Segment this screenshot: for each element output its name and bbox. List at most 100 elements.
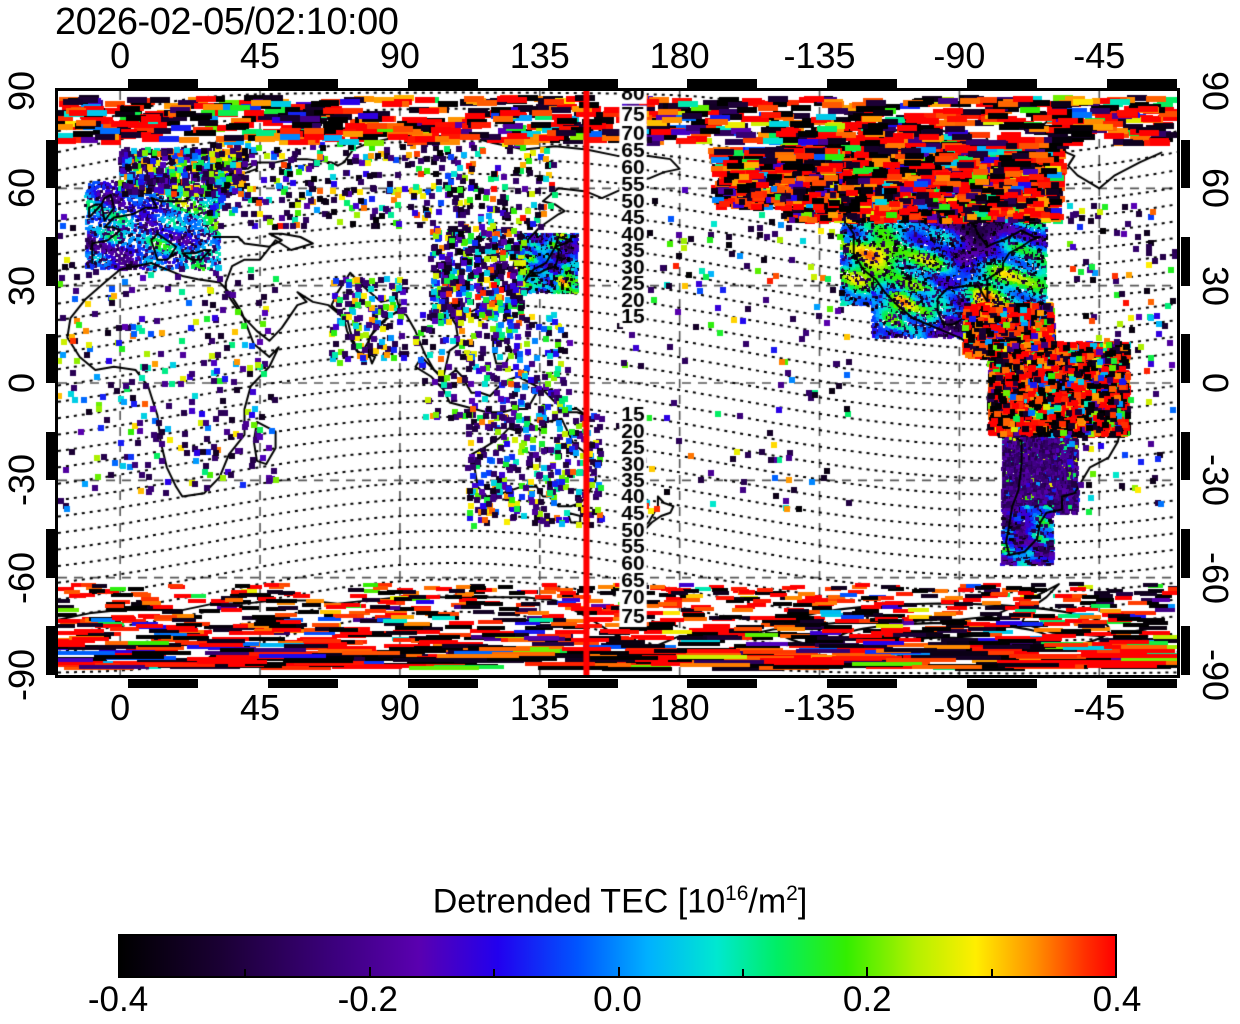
axis-tick-segment	[267, 679, 338, 688]
axis-tick-segment	[46, 577, 55, 627]
axis-tick-segment	[477, 79, 548, 88]
axis-tick-segment	[407, 679, 478, 688]
latitude-label-left: 60	[1, 168, 42, 209]
axis-tick-segment	[1181, 626, 1190, 676]
longitude-label-bottom: -90	[933, 687, 986, 728]
longitude-label-bottom: 0	[110, 687, 131, 728]
axis-tick-segment	[407, 79, 478, 88]
colorbar-minor-tick	[866, 969, 869, 976]
colorbar-title: Detrended TEC [1016/m2]	[433, 876, 808, 919]
axis-band-right	[1181, 91, 1190, 676]
axis-tick-segment	[46, 529, 55, 578]
colorbar-title-exponent: 16	[725, 882, 749, 905]
axis-tick-segment	[897, 679, 968, 688]
axis-tick-segment	[967, 679, 1038, 688]
axis-tick-segment	[1181, 577, 1190, 627]
latitude-label-right: 30	[1195, 265, 1236, 306]
axis-tick-segment	[46, 383, 55, 432]
axis-tick-segment	[757, 79, 828, 88]
colorbar-minor-tick	[741, 969, 744, 976]
axis-tick-segment	[46, 431, 55, 481]
axis-tick-segment	[46, 237, 55, 286]
colorbar-minor-tick	[990, 969, 993, 976]
axis-tick-segment	[1037, 79, 1108, 88]
longitude-label-top: -135	[783, 35, 856, 76]
axis-tick-segment	[1181, 188, 1190, 238]
axis-tick-segment	[58, 79, 128, 88]
axis-tick-segment	[1181, 237, 1190, 286]
longitude-label-top: 45	[240, 35, 281, 76]
latitude-label-right: 0	[1195, 372, 1236, 394]
axis-tick-segment	[477, 679, 548, 688]
longitude-label-top: -90	[933, 35, 986, 76]
latitude-label-left: 90	[1, 70, 42, 112]
axis-tick-segment	[1181, 334, 1190, 384]
axis-tick-segment	[1181, 431, 1190, 481]
colorbar-title-tail: /m	[748, 882, 787, 921]
axis-tick-segment	[1181, 480, 1190, 530]
latitude-label-right: -60	[1195, 551, 1236, 604]
latitude-label-right: -30	[1195, 454, 1236, 507]
axis-tick-segment	[967, 79, 1038, 88]
axis-tick-segment	[46, 139, 55, 189]
tec-data-canvas	[58, 91, 1177, 675]
longitude-label-top: 180	[649, 35, 710, 76]
map-layers	[58, 91, 1177, 675]
axis-band-left	[46, 91, 55, 676]
axis-tick-segment	[1107, 679, 1177, 688]
longitude-label-bottom: -45	[1073, 687, 1126, 728]
colorbar-tick-label: -0.2	[337, 980, 398, 1019]
latitude-label-left: -30	[1, 454, 42, 507]
axis-band-bottom	[58, 679, 1177, 688]
latitude-label-right: -90	[1195, 648, 1236, 702]
axis-band-top	[58, 79, 1177, 88]
colorbar-title-end: ]	[797, 882, 808, 921]
axis-tick-segment	[46, 188, 55, 238]
axis-tick-segment	[547, 679, 618, 688]
axis-tick-segment	[757, 679, 828, 688]
latitude-label-left: 0	[1, 372, 42, 394]
axis-tick-segment	[337, 79, 408, 88]
axis-tick-segment	[827, 79, 898, 88]
axis-tick-segment	[1181, 529, 1190, 578]
longitude-label-top: -45	[1073, 35, 1126, 76]
axis-tick-segment	[617, 679, 688, 688]
axis-tick-segment	[337, 679, 408, 688]
axis-tick-segment	[1037, 679, 1108, 688]
colorbar-minor-tick	[244, 969, 247, 976]
axis-tick-segment	[1181, 91, 1190, 140]
colorbar-tick-label: 0.2	[842, 980, 892, 1019]
axis-tick-segment	[1107, 79, 1177, 88]
colorbar[interactable]	[118, 934, 1117, 978]
axis-tick-segment	[127, 79, 198, 88]
axis-tick-segment	[1181, 383, 1190, 432]
longitude-label-bottom: 180	[649, 687, 710, 728]
axis-tick-segment	[46, 480, 55, 530]
colorbar-minor-tick	[493, 969, 496, 976]
longitude-label-bottom: 45	[240, 687, 281, 728]
latitude-label-left: -90	[1, 648, 42, 702]
axis-tick-segment	[897, 79, 968, 88]
axis-tick-segment	[1181, 139, 1190, 189]
latitude-label-right: 60	[1195, 168, 1236, 209]
axis-tick-segment	[1181, 285, 1190, 335]
colorbar-minor-tick	[617, 969, 620, 976]
tec-map-panel[interactable]	[55, 88, 1180, 678]
colorbar-tick-label: 0.4	[1092, 980, 1142, 1019]
longitude-label-bottom: -135	[783, 687, 856, 728]
colorbar-tick-label: 0.0	[593, 980, 642, 1019]
colorbar-minor-tick	[368, 969, 371, 976]
axis-tick-segment	[46, 91, 55, 140]
axis-tick-segment	[687, 79, 758, 88]
axis-tick-segment	[547, 79, 618, 88]
axis-tick-segment	[46, 626, 55, 676]
axis-tick-segment	[687, 679, 758, 688]
axis-tick-segment	[197, 79, 268, 88]
longitude-label-top: 135	[509, 35, 570, 76]
axis-tick-segment	[46, 285, 55, 335]
latitude-label-left: 30	[1, 265, 42, 306]
colorbar-title-exponent2: 2	[786, 882, 798, 905]
axis-tick-segment	[617, 79, 688, 88]
longitude-label-top: 0	[110, 35, 131, 76]
longitude-label-bottom: 135	[509, 687, 570, 728]
